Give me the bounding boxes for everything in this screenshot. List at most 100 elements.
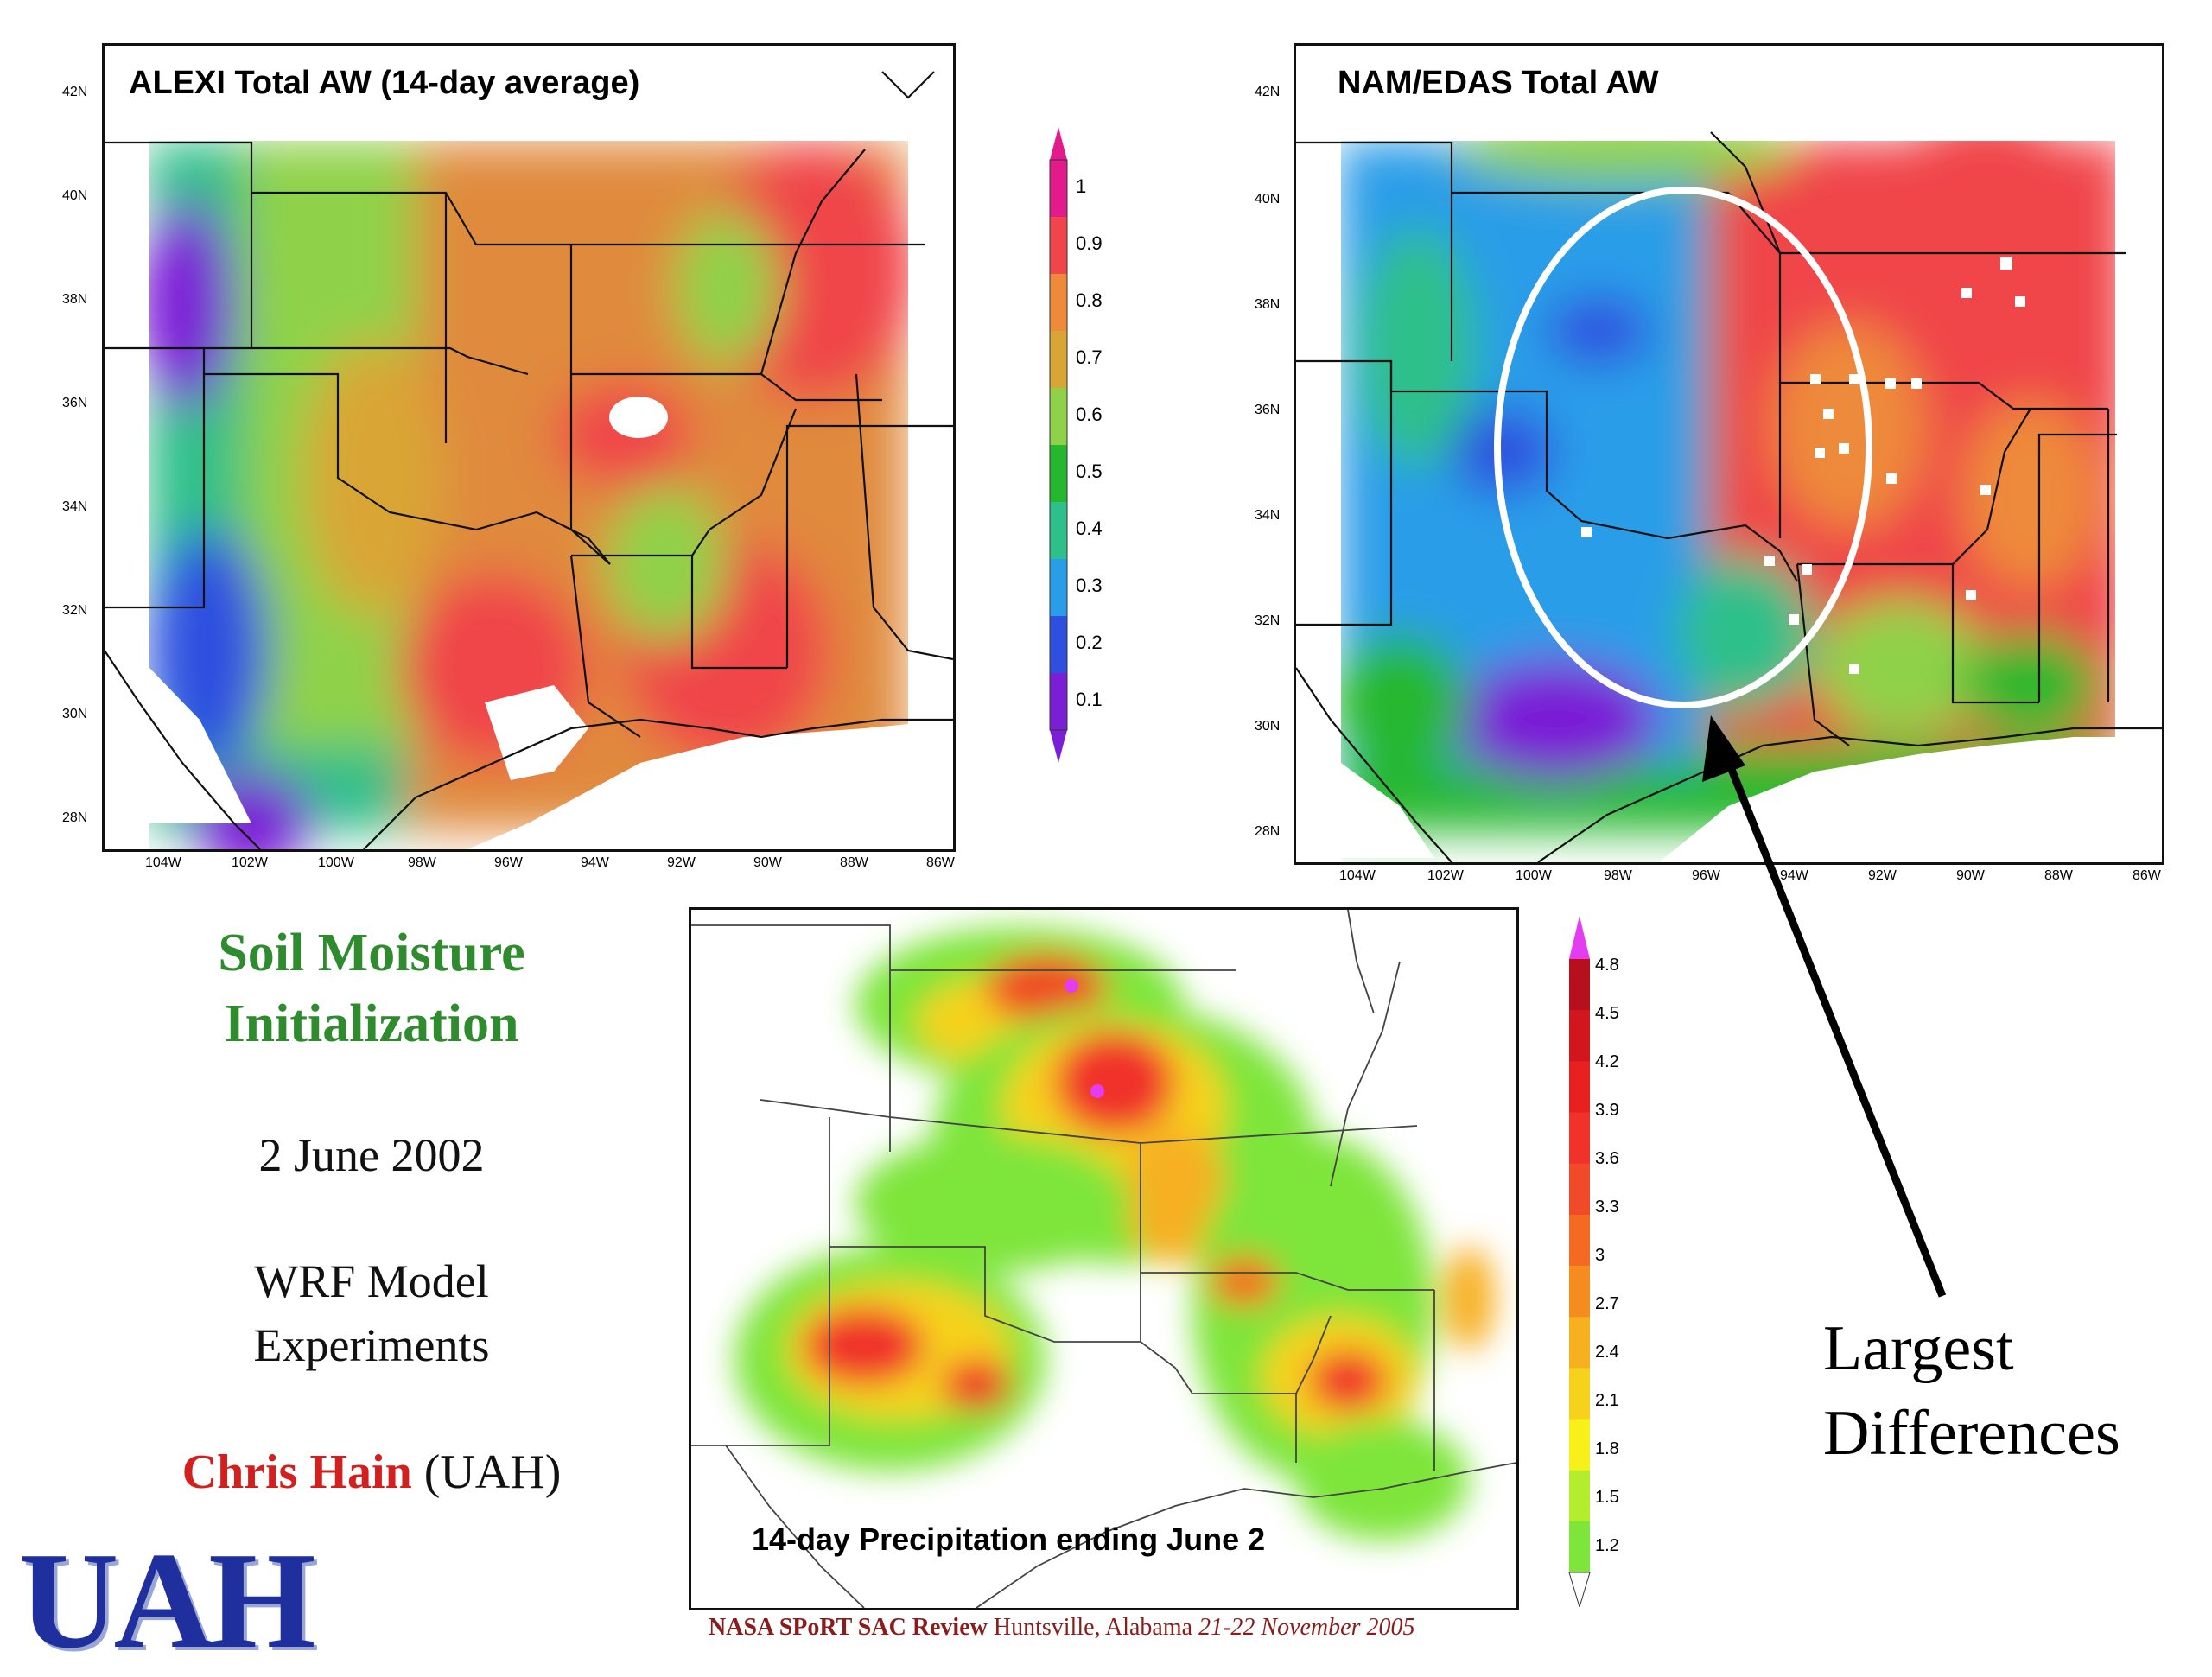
aw-colorbar-label: 0.4	[1076, 518, 1103, 539]
alexi-lat-tick: 42N	[62, 85, 88, 99]
aw-colorbar-swatch	[1050, 502, 1067, 560]
precip-colorbar-label: 4.5	[1595, 1004, 1619, 1023]
alexi-lat-tick: 28N	[62, 810, 88, 825]
precip-colorbar-bottom-arrow	[1568, 1572, 1591, 1609]
aw-colorbar-label: 0.5	[1076, 461, 1103, 482]
annotation-text: Largest Differences	[1823, 1306, 2120, 1476]
aw-colorbar-swatch	[1050, 559, 1067, 617]
aw-colorbar-swatch	[1050, 274, 1067, 332]
nam-lon-tick: 96W	[1692, 868, 1720, 883]
aw-colorbar-swatch	[1050, 217, 1067, 275]
nam-lat-tick: 34N	[1255, 508, 1281, 523]
aw-colorbar-top-arrow	[1050, 127, 1067, 160]
precip-colorbar-label: 1.8	[1595, 1439, 1619, 1458]
precip-map-panel: 14-day Precipitation ending June 2	[689, 907, 1519, 1610]
annotation-line1: Largest	[1823, 1313, 2014, 1384]
author-affiliation: (UAH)	[423, 1445, 562, 1499]
precip-colorbar-swatch	[1569, 1470, 1590, 1522]
precip-colorbar-swatch	[1569, 1317, 1590, 1369]
precip-colorbar-label: 3.6	[1595, 1149, 1619, 1168]
footer-credit: NASA SPoRT SAC Review Huntsville, Alabam…	[709, 1614, 1414, 1642]
nam-lat-tick: 28N	[1255, 824, 1281, 839]
alexi-map-panel: ALEXI Total AW (14-day average) 42N	[102, 43, 956, 852]
precip-colorbar-top-arrow	[1569, 916, 1590, 959]
aw-colorbar-label: 0.9	[1076, 232, 1103, 254]
nam-lat-tick: 38N	[1255, 297, 1281, 312]
precip-colorbar-swatch	[1569, 1521, 1590, 1573]
precip-colorbar-swatch	[1569, 1163, 1590, 1216]
precip-colorbar-swatch	[1569, 959, 1590, 1011]
nam-lat-tick: 30N	[1255, 719, 1281, 734]
nam-lat-tick: 32N	[1255, 613, 1281, 628]
precip-colorbar-swatch	[1569, 1266, 1590, 1318]
alexi-lon-tick: 98W	[408, 855, 436, 870]
annotation-line2: Differences	[1823, 1398, 2120, 1469]
precip-colorbar-label: 4.2	[1595, 1052, 1619, 1071]
precip-colorbar-label: 1.5	[1595, 1488, 1619, 1507]
precip-colorbar-label: 2.1	[1595, 1391, 1619, 1410]
aw-colorbar-label: 0.7	[1076, 346, 1103, 368]
aw-colorbar-label: 1	[1076, 175, 1087, 197]
side-model-line2: Experiments	[253, 1319, 490, 1371]
aw-colorbar-swatch	[1050, 445, 1067, 503]
aw-colorbar-swatch	[1050, 616, 1067, 674]
precip-colorbar-label: 1.2	[1595, 1536, 1619, 1555]
precip-map-field	[691, 910, 1516, 1608]
precip-colorbar-swatch	[1569, 1368, 1590, 1420]
aw-colorbar-swatch	[1050, 673, 1067, 731]
aw-colorbar-label: 0.1	[1076, 689, 1103, 710]
aw-colorbar-swatch	[1050, 160, 1067, 218]
precip-colorbar-swatch	[1569, 1061, 1590, 1113]
footer-place: Huntsville, Alabama	[993, 1614, 1193, 1641]
alexi-lat-tick: 40N	[62, 188, 88, 203]
nam-map-title: NAM/EDAS Total AW	[1338, 65, 1659, 101]
aw-colorbar	[1041, 125, 1084, 765]
alexi-lat-tick: 30N	[62, 707, 88, 721]
alexi-map-field	[105, 46, 953, 849]
alexi-lon-tick: 94W	[581, 855, 609, 870]
alexi-lon-tick: 86W	[926, 855, 955, 870]
aw-colorbar-swatch	[1050, 331, 1067, 389]
nam-lon-tick: 102W	[1427, 868, 1464, 883]
aw-colorbar-label: 0.3	[1076, 575, 1103, 596]
side-date: 2 June 2002	[258, 1129, 485, 1181]
uah-logo: UAH	[19, 1523, 316, 1677]
aw-colorbar-label: 0.2	[1076, 632, 1103, 653]
precip-colorbar	[1562, 916, 1597, 1609]
nam-lon-tick: 88W	[2044, 868, 2073, 883]
nam-lon-tick: 98W	[1604, 868, 1632, 883]
alexi-lon-tick: 90W	[753, 855, 782, 870]
alexi-lon-tick: 104W	[145, 855, 181, 870]
nam-lon-tick: 94W	[1780, 868, 1808, 883]
nam-lon-tick: 104W	[1339, 868, 1376, 883]
precip-map-title: 14-day Precipitation ending June 2	[752, 1521, 1266, 1557]
nam-map-panel: NAM/EDAS Total AW	[1294, 43, 2164, 865]
alexi-lat-tick: 36N	[62, 396, 88, 410]
author-credit: Chris Hain (UAH)	[147, 1445, 596, 1500]
nam-lon-tick: 100W	[1516, 868, 1552, 883]
aw-colorbar-label: 0.8	[1076, 289, 1103, 311]
precip-colorbar-label: 3.9	[1595, 1101, 1619, 1120]
precip-colorbar-label: 3.3	[1595, 1197, 1619, 1216]
footer-org: NASA SPoRT SAC Review	[709, 1614, 988, 1641]
alexi-lon-tick: 102W	[232, 855, 268, 870]
alexi-lon-tick: 96W	[494, 855, 523, 870]
nam-lon-tick: 90W	[1956, 868, 1985, 883]
precip-colorbar-swatch	[1569, 1010, 1590, 1062]
side-title-line1: Soil Moisture	[218, 924, 525, 982]
alexi-lon-tick: 100W	[318, 855, 354, 870]
alexi-lon-tick: 88W	[840, 855, 868, 870]
alexi-lat-tick: 38N	[62, 292, 88, 307]
aw-colorbar-swatch	[1050, 388, 1067, 446]
alexi-lon-tick: 92W	[667, 855, 696, 870]
precip-colorbar-label: 3	[1595, 1246, 1605, 1265]
precip-colorbar-swatch	[1569, 1112, 1590, 1165]
aw-colorbar-label: 0.6	[1076, 403, 1103, 425]
side-model-line1: WRF Model	[254, 1255, 489, 1307]
nam-lat-tick: 36N	[1255, 403, 1281, 417]
footer-date: 21-22 November 2005	[1198, 1614, 1415, 1641]
aw-colorbar-bottom-arrow	[1050, 730, 1067, 763]
precip-colorbar-swatch	[1569, 1214, 1590, 1267]
nam-lat-tick: 42N	[1255, 85, 1281, 99]
precip-colorbar-label: 4.8	[1595, 956, 1619, 975]
